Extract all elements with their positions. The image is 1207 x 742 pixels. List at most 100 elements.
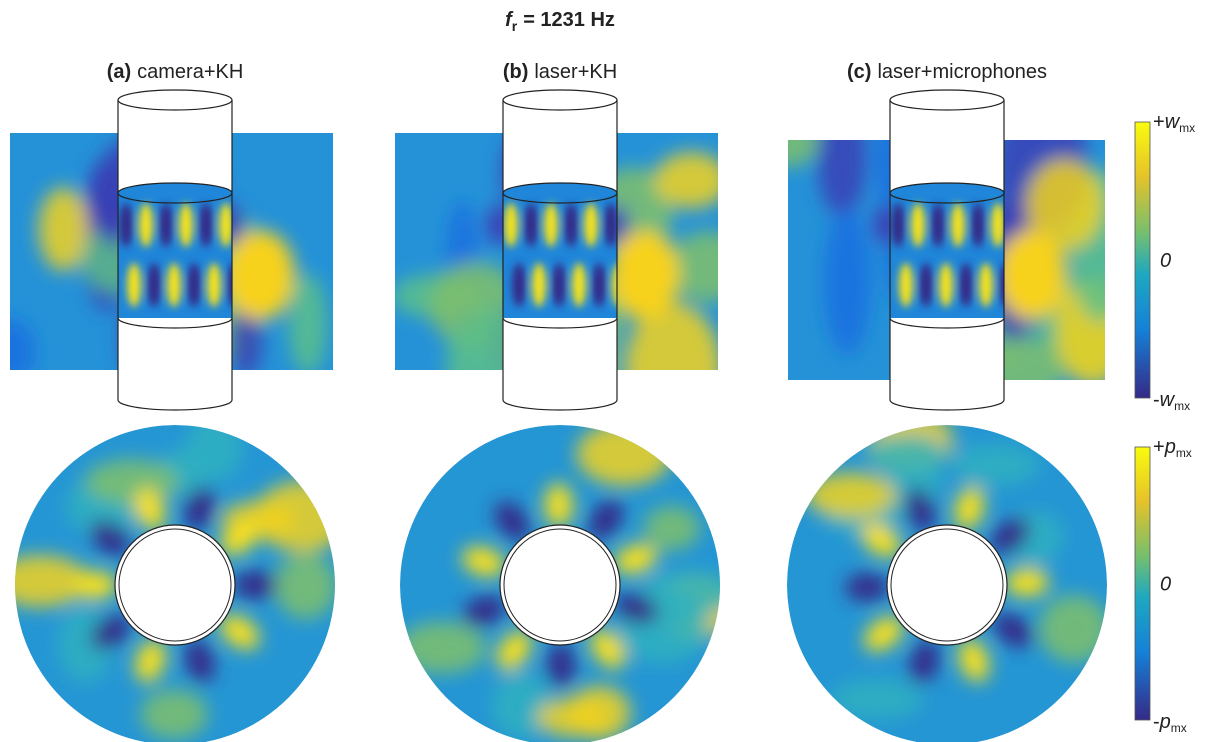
colorbar-zero: 0 [1160,250,1171,272]
band-blob [911,203,925,247]
disk-blob [140,690,208,739]
cylinder-top [118,90,232,110]
panel-caption: (a) camera+KH [107,61,244,83]
colorbar-zero: 0 [1160,574,1171,596]
disk-blob [952,444,1040,485]
cylinder-band [890,180,1013,320]
band-blob [552,263,566,307]
band-blob [979,263,993,307]
title-subscript: r [512,18,518,34]
figure: fr= 1231 Hz (a)camera+KH(b)laser+KH(c)la… [0,0,1207,742]
panel: (a) camera+KH [0,61,349,742]
band-blob [139,203,153,247]
panel-caption: (c) laser+microphones [847,61,1047,83]
map-blob [760,116,819,167]
disk-blob [867,434,947,474]
band-blob [127,263,141,307]
label-subscript: mx [1174,399,1190,413]
colorbar: +wmx 0 -wmx [1135,111,1195,413]
panel-label: (c) [847,61,871,83]
panels: (a) camera+KH (b)laser+KH (c) laser+micropho… [0,61,1133,742]
disk-hole-inner [504,529,616,641]
map-blob [39,187,89,271]
band-blob [207,263,221,307]
band-blob [504,203,518,247]
panel-label: (b) [503,61,529,83]
band-blob [991,203,1005,247]
cylinder-top [503,90,617,110]
label-sign: + [1153,111,1165,133]
band-blob [147,263,161,307]
band-blob [532,263,546,307]
disk-hole-inner [891,529,1003,641]
panel-caption-text: camera+KH [137,61,243,83]
label-sign: + [1153,436,1165,458]
colorbar-scale [1135,122,1150,398]
panel-label: (a) [107,61,131,83]
disk-blob [1039,595,1109,663]
panel-caption-text: laser+microphones [877,61,1047,83]
colorbar-scale [1135,447,1150,720]
disk-blob [398,622,487,674]
band-blob [931,203,945,247]
disk-blob [275,553,337,619]
figure-title: fr= 1231 Hz [505,9,615,34]
band-blob [159,203,173,247]
band-blob [939,263,953,307]
label-symbol: p [1164,436,1176,458]
band-blob [199,203,213,247]
colorbar-label: -wmx [1153,389,1190,413]
label-symbol: p [1159,711,1171,733]
map-blob [225,230,295,320]
disk-petal [73,571,117,599]
label-subscript: mx [1176,446,1192,460]
panel-caption-text: laser+KH [534,61,617,83]
band-blob [119,203,133,247]
band-blob [584,203,598,247]
band-blob [899,263,913,307]
band-blob [919,263,933,307]
colorbar: +pmx0-pmx [1135,436,1192,735]
band-blob [187,263,201,307]
disk-blob [85,459,179,504]
band-blob [971,203,985,247]
label-sign: - [1153,711,1160,733]
disk-blob [492,674,552,739]
label-sign: - [1153,389,1160,411]
colorbar-label: +pmx [1153,436,1192,460]
band-blob [959,263,973,307]
band-blob [604,203,618,247]
band-blob [524,203,538,247]
colorbar-label: +wmx [1153,111,1195,135]
band-blob [167,263,181,307]
band-blob [544,203,558,247]
band-blob [512,263,526,307]
band-blob [219,203,233,247]
map-blob [669,231,747,303]
map-blob [824,207,870,355]
disk-hole-inner [119,529,231,641]
map-blob [289,274,328,376]
disk-blob [569,686,631,740]
cylinder-band [503,180,626,320]
title-value: = 1231 Hz [523,9,615,31]
panel: (c) laser+microphones [760,61,1133,742]
band-blob [592,263,606,307]
map-blob [654,152,729,208]
map-blob [610,230,680,320]
disk-blob [576,422,672,485]
disk-blob [806,472,897,518]
panel: (b)laser+KH [391,61,747,742]
colorbar-label: -pmx [1153,711,1187,735]
band-blob [891,203,905,247]
map-blob [997,230,1067,320]
band-blob [572,263,586,307]
disk-blob [644,506,700,550]
cylinder-top [890,90,1004,110]
panel-caption: (b)laser+KH [503,61,617,83]
label-subscript: mx [1179,121,1195,135]
disk-blob [830,679,924,720]
band-blob [179,203,193,247]
band-blob [951,203,965,247]
